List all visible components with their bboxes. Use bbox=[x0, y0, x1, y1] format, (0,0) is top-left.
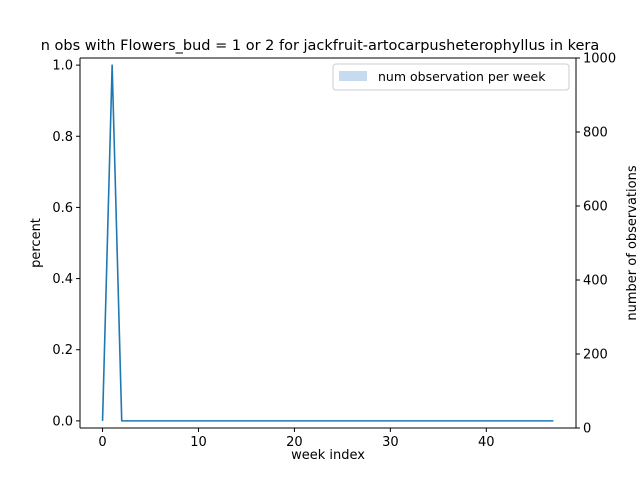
y-tick-label: 0.6 bbox=[52, 201, 73, 216]
legend-box bbox=[332, 63, 570, 91]
y-tick-label: 0.0 bbox=[52, 414, 73, 429]
y-tick-label: 0.2 bbox=[52, 343, 73, 358]
y2-tick-label: 600 bbox=[583, 200, 608, 215]
x-tick-label: 40 bbox=[478, 435, 495, 450]
legend: num observation per week bbox=[332, 63, 570, 91]
legend-entry: num observation per week bbox=[378, 69, 546, 84]
plot-area bbox=[80, 58, 576, 428]
y-tick-label: 0.8 bbox=[52, 130, 73, 145]
y-tick-label: 0.4 bbox=[52, 272, 73, 287]
x-tick-label: 10 bbox=[190, 435, 207, 450]
y2-tick-label: 200 bbox=[583, 348, 608, 363]
x-tick-label: 30 bbox=[382, 435, 399, 450]
y2-tick-label: 0 bbox=[583, 422, 591, 437]
x-axis-label: week index bbox=[291, 448, 365, 463]
x-tick-label: 0 bbox=[98, 435, 106, 450]
legend-swatch-bars bbox=[339, 71, 367, 81]
x-tick-label: 20 bbox=[286, 435, 303, 450]
y2-tick-label: 1000 bbox=[583, 52, 616, 67]
chart-title: n obs with Flowers_bud = 1 or 2 for jack… bbox=[41, 38, 600, 54]
y2-tick-label: 800 bbox=[583, 126, 608, 141]
y2-axis-label: number of observations bbox=[625, 165, 640, 320]
y-axis-label: percent bbox=[29, 218, 44, 268]
y-tick-label: 1.0 bbox=[52, 59, 73, 74]
y2-tick-label: 400 bbox=[583, 274, 608, 289]
series-line bbox=[101, 64, 554, 422]
